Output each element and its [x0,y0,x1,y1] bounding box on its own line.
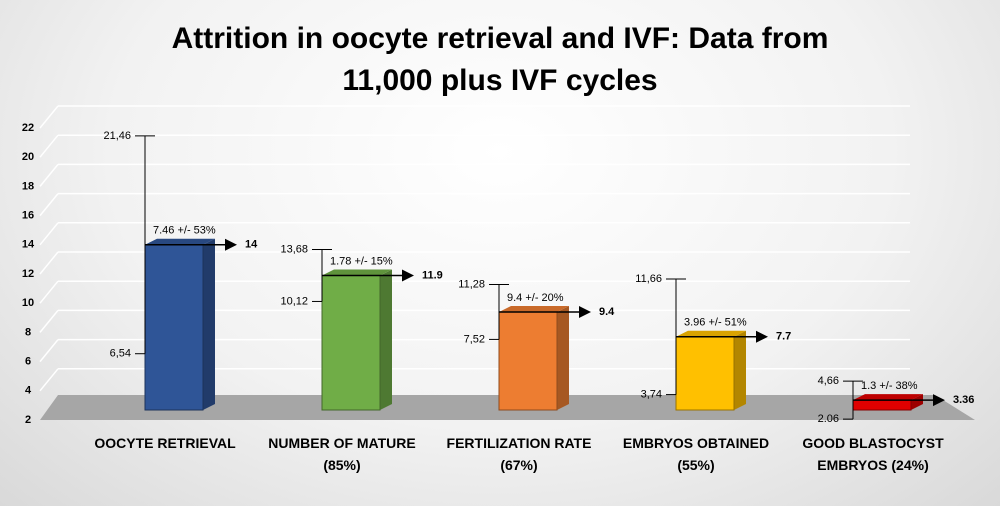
bar [144,244,204,411]
bar [498,311,558,411]
value-label: 11.9 [422,269,443,281]
upper-label: 11,66 [635,273,662,285]
bar-side [203,238,215,410]
grid-line [39,222,59,246]
bar-side [380,269,392,410]
x-tick-label: OOCYTE RETRIEVAL [94,435,236,451]
arrow-head [933,394,945,407]
chart-title: Attrition in oocyte retrieval and IVF: D… [171,22,829,97]
annotation: 1.78 +/- 15% [330,255,393,267]
x-tick-label: EMBRYOS OBTAINED (55%) [622,435,770,473]
bar [321,274,381,411]
x-tick-label: NUMBER OF MATURE (85%) [268,435,416,473]
annotation: 3.96 +/- 51% [684,317,747,329]
arrow-head [402,269,414,282]
annotation: 7.46 +/- 53% [153,225,216,237]
y-tick-label: 22 [22,122,34,134]
lower-label: 6,54 [110,348,131,360]
y-tick-label: 18 [22,180,34,192]
lower-label: 3,74 [641,389,662,401]
bar-top [145,238,215,245]
bar-top [499,305,569,312]
upper-label: 11,28 [458,278,485,290]
grid-line [39,251,59,275]
bar-side [911,394,923,410]
grid-line [39,105,59,129]
bar [675,336,735,411]
y-tick-label: 6 [25,356,31,368]
bar [852,399,912,411]
arrow-head [756,330,768,343]
grid-line [39,368,59,392]
y-tick-label: 2 [25,414,31,426]
value-label: 3.36 [953,394,974,406]
bar-top [853,394,923,401]
arrow-head [579,305,591,318]
upper-label: 4,66 [818,375,839,387]
y-tick-label: 16 [22,210,34,222]
upper-label: 13,68 [280,243,308,255]
lower-label: 10,12 [280,295,308,307]
y-tick-label: 10 [22,297,34,309]
y-tick-label: 14 [22,239,35,251]
annotation: 1.3 +/- 38% [861,380,918,392]
value-label: 14 [245,239,258,251]
lower-label: 7,52 [464,333,485,345]
x-tick-label: GOOD BLASTOCYST EMBRYOS (24%) [802,435,944,473]
bar-top [676,330,746,337]
y-tick-label: 12 [22,268,34,280]
lower-label: 2.06 [818,413,839,425]
y-tick-label: 4 [25,385,32,397]
grid-line [39,163,59,187]
bar-side [734,330,746,410]
bar-side [557,305,569,410]
value-label: 7.7 [776,331,791,343]
bar-top [322,269,392,276]
annotation: 9.4 +/- 20% [507,292,564,304]
grid-line [39,309,59,333]
y-tick-label: 20 [22,151,34,163]
arrow-head [225,238,237,251]
grid-line [39,339,59,363]
grid-line [39,134,59,158]
grid-line [39,280,59,304]
grid-line [39,193,59,217]
value-label: 9.4 [599,306,615,318]
x-tick-label: FERTILIZATION RATE (67%) [446,435,592,473]
upper-label: 21,46 [103,130,131,142]
y-tick-label: 8 [25,326,31,338]
